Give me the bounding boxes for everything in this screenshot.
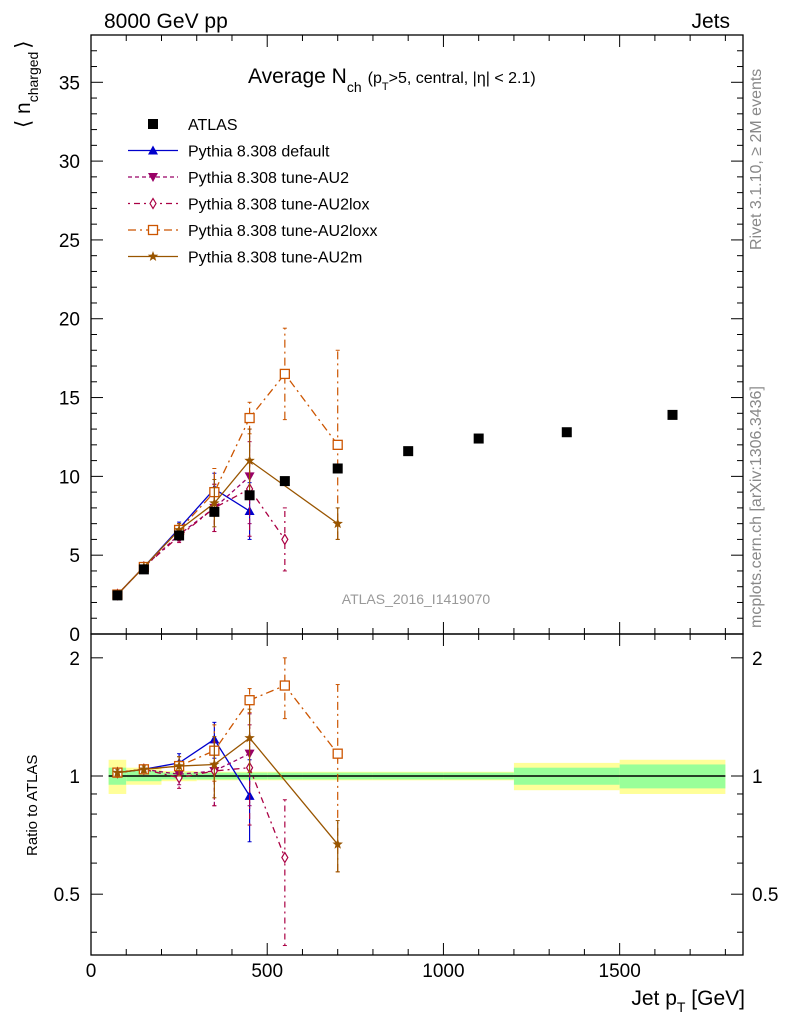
atlas-data-point <box>209 506 220 517</box>
analysis-watermark: ATLAS_2016_I1419070 <box>342 591 491 607</box>
legend-marker <box>147 251 159 261</box>
x-tick-label: 1500 <box>599 961 641 982</box>
legend-label: Pythia 8.308 tune-AU2lox <box>188 197 369 214</box>
ratio-point <box>332 748 343 759</box>
main-point <box>209 497 220 508</box>
y-tick-label: 25 <box>59 231 80 252</box>
rivet-info-label: Rivet 3.1.10, ≥ 2M events <box>748 69 765 250</box>
legend-label: Pythia 8.308 tune-AU2m <box>188 250 362 267</box>
legend-label: Pythia 8.308 tune-AU2 <box>188 170 349 187</box>
atlas-data-point <box>403 446 414 457</box>
x-axis-label: Jet pT [GeV] <box>631 987 745 1015</box>
y-tick-label: 30 <box>59 152 80 173</box>
main-series-line <box>116 488 250 596</box>
atlas-data-point <box>174 530 185 541</box>
ratio-point <box>112 767 123 778</box>
main-point <box>244 412 255 424</box>
x-tick-label: 0 <box>86 961 97 982</box>
atlas-data-point <box>561 427 572 438</box>
ratio-y-tick-label-right: 1 <box>752 767 763 788</box>
ratio-y-tick-label: 0.5 <box>54 885 80 906</box>
ratio-y-axis-label: Ratio to ATLAS <box>24 755 41 856</box>
y-axis-label: ⟨ ncharged⟩ <box>12 40 41 128</box>
legend-marker <box>148 145 158 155</box>
atlas-data-point <box>667 409 678 420</box>
legend-label: ATLAS <box>188 117 238 134</box>
header-jets-label: Jets <box>691 10 730 33</box>
y-tick-label: 0 <box>69 625 80 646</box>
atlas-data-point <box>112 590 123 601</box>
atlas-data-point <box>332 463 343 474</box>
legend-label: Pythia 8.308 tune-AU2loxx <box>188 223 377 240</box>
y-tick-label: 35 <box>59 73 80 94</box>
main-point <box>173 524 185 535</box>
ratio-point <box>244 732 255 743</box>
ratio-point <box>138 763 150 774</box>
main-series-line <box>116 459 339 596</box>
ratio-point <box>332 838 343 849</box>
main-point <box>281 533 289 546</box>
legend-marker <box>148 119 158 129</box>
y-tick-label: 10 <box>59 467 80 488</box>
y-tick-label: 20 <box>59 310 80 331</box>
ratio-point <box>173 760 185 771</box>
plot-title: Average Nch (pT>5, central, |η| < 2.1) <box>248 65 536 95</box>
ratio-point <box>279 680 290 691</box>
ratio-point <box>244 695 255 706</box>
ratio-y-tick-label: 1 <box>69 767 80 788</box>
legend-marker <box>149 197 157 210</box>
ratio-y-tick-label: 2 <box>69 649 80 670</box>
ratio-point <box>209 758 220 769</box>
ratio-y-tick-label-right: 0.5 <box>752 885 778 906</box>
legend-label: Pythia 8.308 default <box>188 144 330 161</box>
atlas-data-point <box>244 490 255 501</box>
ratio-point <box>281 851 289 864</box>
y-tick-label: 15 <box>59 389 80 410</box>
x-tick-label: 500 <box>251 961 283 982</box>
main-point <box>332 518 343 529</box>
legend-marker <box>148 173 158 182</box>
atlas-data-point <box>473 433 484 444</box>
x-tick-label: 1000 <box>422 961 464 982</box>
main-series-line <box>116 372 339 596</box>
main-point <box>332 439 343 450</box>
main-point <box>244 455 255 466</box>
main-point <box>279 368 290 380</box>
header-process-label: 8000 GeV pp <box>104 10 228 33</box>
y-tick-label: 5 <box>69 546 80 567</box>
atlas-data-point <box>138 564 149 575</box>
ratio-y-tick-label-right: 2 <box>752 649 763 670</box>
atlas-data-point <box>279 476 290 487</box>
ratio-series-line <box>117 737 339 845</box>
ratio-plot-frame <box>90 633 744 956</box>
mcplots-info-label: mcplots.cern.ch [arXiv:1306.3436] <box>748 386 765 628</box>
legend-marker <box>147 224 159 236</box>
main-series-line <box>116 488 286 596</box>
